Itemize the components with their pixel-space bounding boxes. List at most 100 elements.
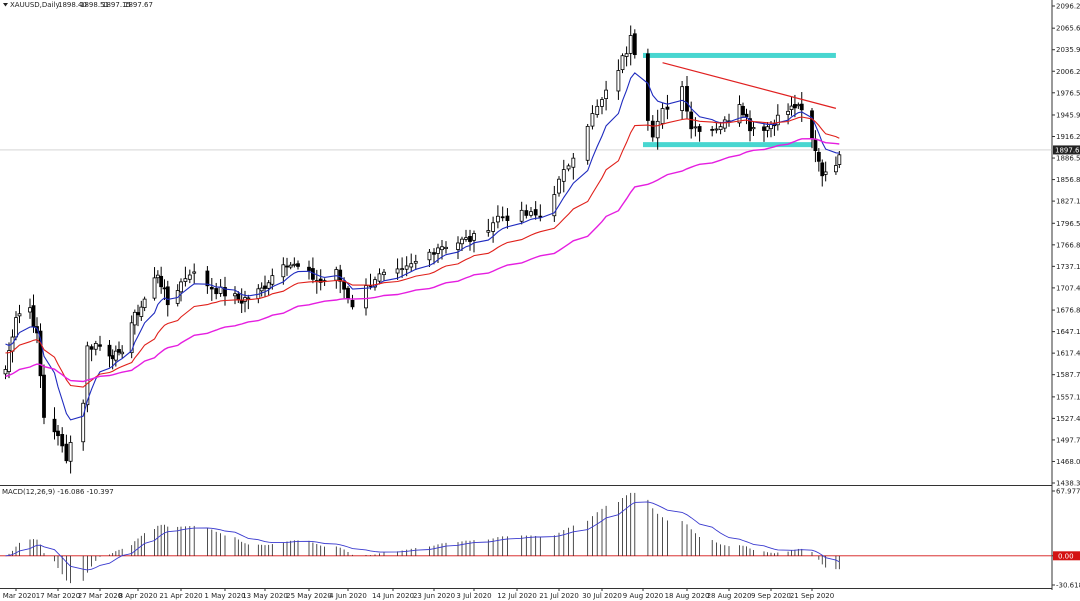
candle-body <box>698 126 701 131</box>
candle-body <box>629 35 632 53</box>
candle-body <box>193 272 196 273</box>
candle-body <box>8 351 11 372</box>
candle-body <box>4 369 7 373</box>
time-tick-label: 3 Jul 2020 <box>456 592 491 600</box>
price-tick-label: 1796.50 <box>1056 220 1080 228</box>
candle-body <box>237 294 240 299</box>
resistance-zone[interactable] <box>643 53 836 58</box>
candle-body <box>15 318 18 337</box>
price-tick-label: 1707.40 <box>1056 284 1080 292</box>
candle-body <box>520 210 523 221</box>
candle-body <box>86 346 89 405</box>
candle-body <box>53 419 56 431</box>
price-tick-label: 1587.70 <box>1056 371 1080 379</box>
candle-body <box>65 444 68 461</box>
price-tick-label: 1737.10 <box>1056 263 1080 271</box>
current-price-line: 1897.67 <box>0 145 1080 154</box>
candle-body <box>617 71 620 91</box>
candle-body <box>121 352 124 354</box>
candle-body <box>140 307 143 316</box>
price-tick-label: 1647.10 <box>1056 328 1080 336</box>
price-tick-label: 1856.80 <box>1056 176 1080 184</box>
candle-body <box>457 243 460 250</box>
candle-body <box>351 300 354 306</box>
candle-body <box>766 127 769 131</box>
time-tick-label: 9 Aug 2020 <box>623 592 663 600</box>
candle-body <box>118 349 121 352</box>
candle-body <box>465 238 468 240</box>
candle-body <box>506 216 509 220</box>
price-tick-label: 1827.10 <box>1056 198 1080 206</box>
candle-body <box>293 264 296 265</box>
candle-body <box>586 126 589 160</box>
candles <box>4 25 841 473</box>
price-tick-label: 1916.20 <box>1056 133 1080 141</box>
candle-body <box>770 124 773 128</box>
current-price-label: 1897.67 <box>1055 146 1080 154</box>
price-tick-label: 2065.60 <box>1056 25 1080 33</box>
candle-body <box>715 129 718 130</box>
candle-body <box>188 275 191 279</box>
candle-body <box>378 274 381 281</box>
time-tick-label: 13 May 2020 <box>242 592 288 600</box>
candle-body <box>763 127 766 131</box>
price-tick-label: 1438.30 <box>1056 480 1080 488</box>
candle-body <box>414 261 417 263</box>
time-tick-label: 27 Mar 2020 <box>78 592 122 600</box>
price-tick-label: 1886.50 <box>1056 155 1080 163</box>
time-tick-label: 18 Aug 2020 <box>665 592 710 600</box>
time-tick-label: 21 Sep 2020 <box>790 592 834 600</box>
candle-body <box>558 179 561 193</box>
candle-body <box>745 114 748 117</box>
price-tick-label: 1976.50 <box>1056 89 1080 97</box>
candle-body <box>99 345 102 347</box>
candle-body <box>153 278 156 298</box>
macd-zero-label: 0.00 <box>1058 552 1074 560</box>
header: XAUUSD,Daily 1898.40 1898.51 1897.15 189… <box>3 1 153 9</box>
candle-body <box>163 288 166 289</box>
candle-body <box>824 172 827 174</box>
candle-body <box>473 234 476 241</box>
candle-body <box>433 253 436 255</box>
ohlc-close: 1897.67 <box>124 1 153 9</box>
candle-body <box>286 266 289 267</box>
candle-body <box>567 166 570 169</box>
time-tick-label: 30 Jul 2020 <box>582 592 622 600</box>
candle-body <box>790 106 793 109</box>
candle-body <box>61 434 64 445</box>
candle-body <box>18 314 21 316</box>
candle-body <box>838 155 841 165</box>
candle-body <box>445 247 448 248</box>
time-tick-label: 25 May 2020 <box>286 592 332 600</box>
candle-body <box>428 252 431 260</box>
candle-body <box>133 312 136 325</box>
candle-body <box>264 286 267 288</box>
candle-body <box>501 217 504 218</box>
candle-body <box>405 266 408 269</box>
candle-body <box>437 248 440 254</box>
candle-body <box>661 109 664 124</box>
time-tick-label: 5 Mar 2020 <box>0 592 36 600</box>
time-tick-label: 23 Jun 2020 <box>413 592 455 600</box>
candle-body <box>572 158 575 167</box>
candle-body <box>752 127 755 128</box>
time-tick-label: 9 Sep 2020 <box>751 592 791 600</box>
candle-body <box>738 105 741 123</box>
candle-body <box>396 269 399 273</box>
chevron-down-icon[interactable] <box>3 3 8 7</box>
price-axis: 2096.202065.602035.902006.201976.501945.… <box>1052 3 1080 488</box>
candle-body <box>821 163 824 176</box>
time-tick-label: 8 Apr 2020 <box>119 592 158 600</box>
candle-body <box>383 272 386 274</box>
candle-body <box>625 54 628 57</box>
candle-body <box>347 288 350 298</box>
candle-body <box>711 129 714 130</box>
candle-body <box>742 106 745 114</box>
candle-body <box>215 289 218 294</box>
candle-body <box>206 271 209 286</box>
candle-body <box>605 90 608 98</box>
candle-body <box>492 223 495 232</box>
candle-body <box>694 127 697 128</box>
time-tick-label: 12 Jul 2020 <box>497 592 537 600</box>
